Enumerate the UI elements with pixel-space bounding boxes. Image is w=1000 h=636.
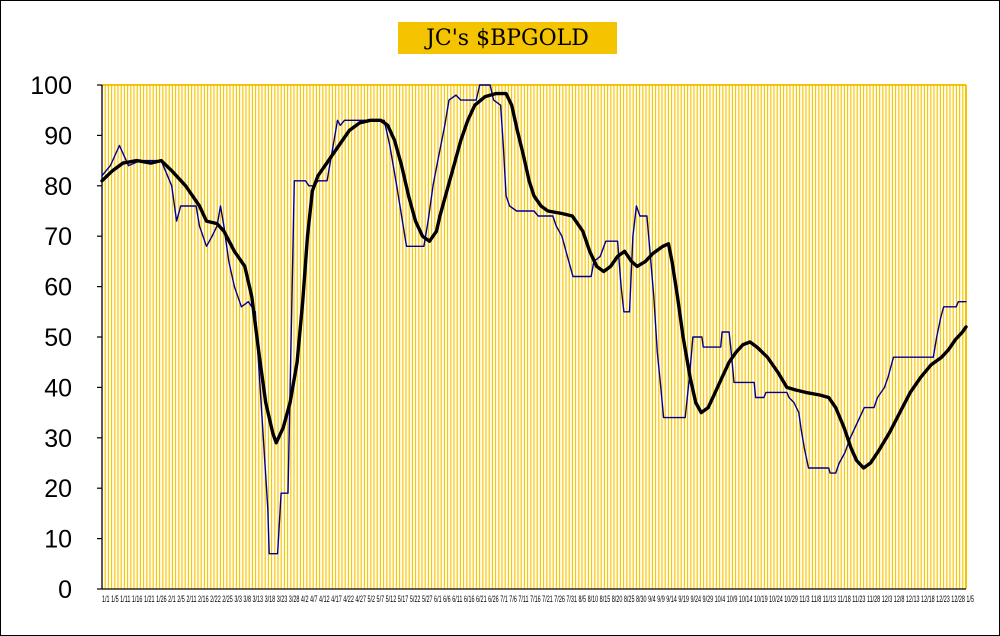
y-tick-label: 70 — [44, 223, 72, 251]
vertical-gridlines — [102, 84, 967, 589]
chart-title: JC's $BPGOLD — [398, 22, 617, 54]
x-axis-tick-labels: 1/1 1/5 1/11 1/16 1/21 1/26 2/1 2/5 2/11… — [102, 594, 974, 604]
y-tick-label: 40 — [44, 374, 72, 402]
y-tick-label: 60 — [44, 274, 72, 302]
smoothed-series-line — [100, 91, 968, 470]
y-tick-label: 30 — [44, 425, 72, 453]
y-tick-label: 50 — [44, 324, 72, 352]
series-group — [100, 84, 968, 555]
y-axis-ticks: 0 10 20 30 40 50 60 70 80 90 100 — [30, 72, 102, 604]
y-tick-label: 0 — [58, 576, 72, 604]
y-tick-label: 80 — [44, 173, 72, 201]
y-tick-label: 10 — [44, 526, 72, 554]
y-tick-label: 90 — [44, 122, 72, 150]
y-tick-label: 100 — [30, 72, 72, 100]
y-tick-label: 20 — [44, 475, 72, 503]
